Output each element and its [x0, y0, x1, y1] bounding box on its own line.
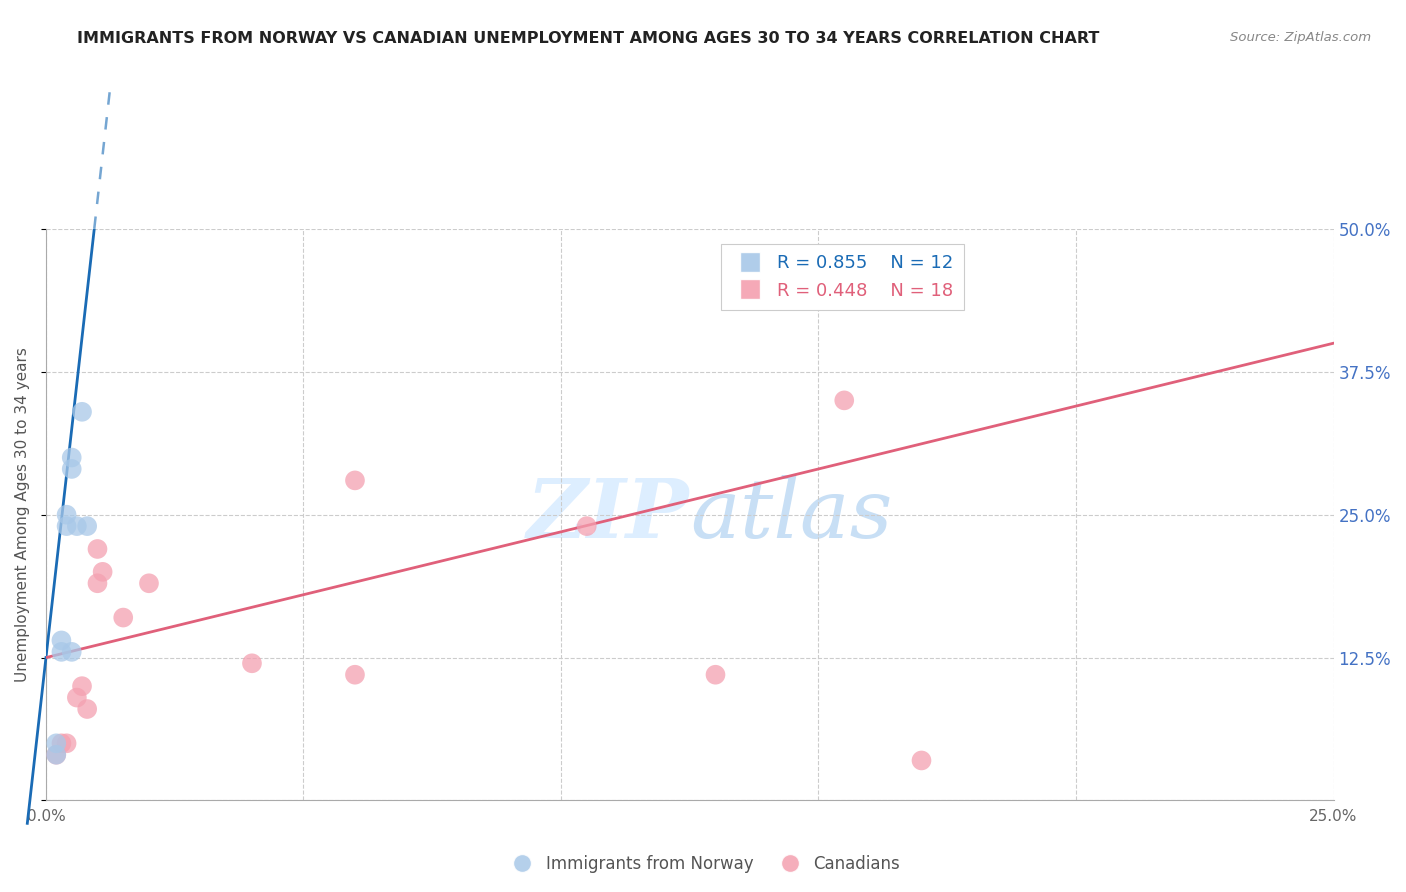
Point: [70, 679, 93, 693]
Point: [60, 645, 83, 659]
Y-axis label: Unemployment Among Ages 30 to 34 years: Unemployment Among Ages 30 to 34 years: [15, 347, 30, 682]
Point: [66, 519, 89, 533]
Point: [76, 519, 98, 533]
Point: [138, 576, 160, 591]
Point: [45, 747, 67, 762]
Point: [45, 736, 67, 750]
Point: [55, 519, 77, 533]
Text: atlas: atlas: [690, 475, 893, 555]
Legend: Immigrants from Norway, Canadians: Immigrants from Norway, Canadians: [499, 848, 907, 880]
Point: [76, 702, 98, 716]
Point: [910, 754, 932, 768]
Point: [60, 450, 83, 465]
Point: [86, 576, 108, 591]
Text: Source: ZipAtlas.com: Source: ZipAtlas.com: [1230, 31, 1371, 45]
Point: [91, 565, 114, 579]
Point: [112, 610, 135, 624]
Point: [55, 508, 77, 522]
Text: ZIP: ZIP: [527, 475, 690, 555]
Point: [832, 393, 855, 408]
Point: [51, 645, 73, 659]
Point: [51, 736, 73, 750]
Point: [575, 519, 598, 533]
Legend: R = 0.855    N = 12, R = 0.448    N = 18: R = 0.855 N = 12, R = 0.448 N = 18: [721, 244, 965, 310]
Point: [240, 657, 263, 671]
Point: [86, 541, 108, 556]
Point: [704, 667, 727, 681]
Point: [45, 747, 67, 762]
Point: [343, 474, 366, 488]
Point: [66, 690, 89, 705]
Text: IMMIGRANTS FROM NORWAY VS CANADIAN UNEMPLOYMENT AMONG AGES 30 TO 34 YEARS CORREL: IMMIGRANTS FROM NORWAY VS CANADIAN UNEMP…: [77, 31, 1099, 46]
Point: [55, 736, 77, 750]
Point: [51, 633, 73, 648]
Point: [60, 462, 83, 476]
Point: [343, 667, 366, 681]
Point: [70, 405, 93, 419]
